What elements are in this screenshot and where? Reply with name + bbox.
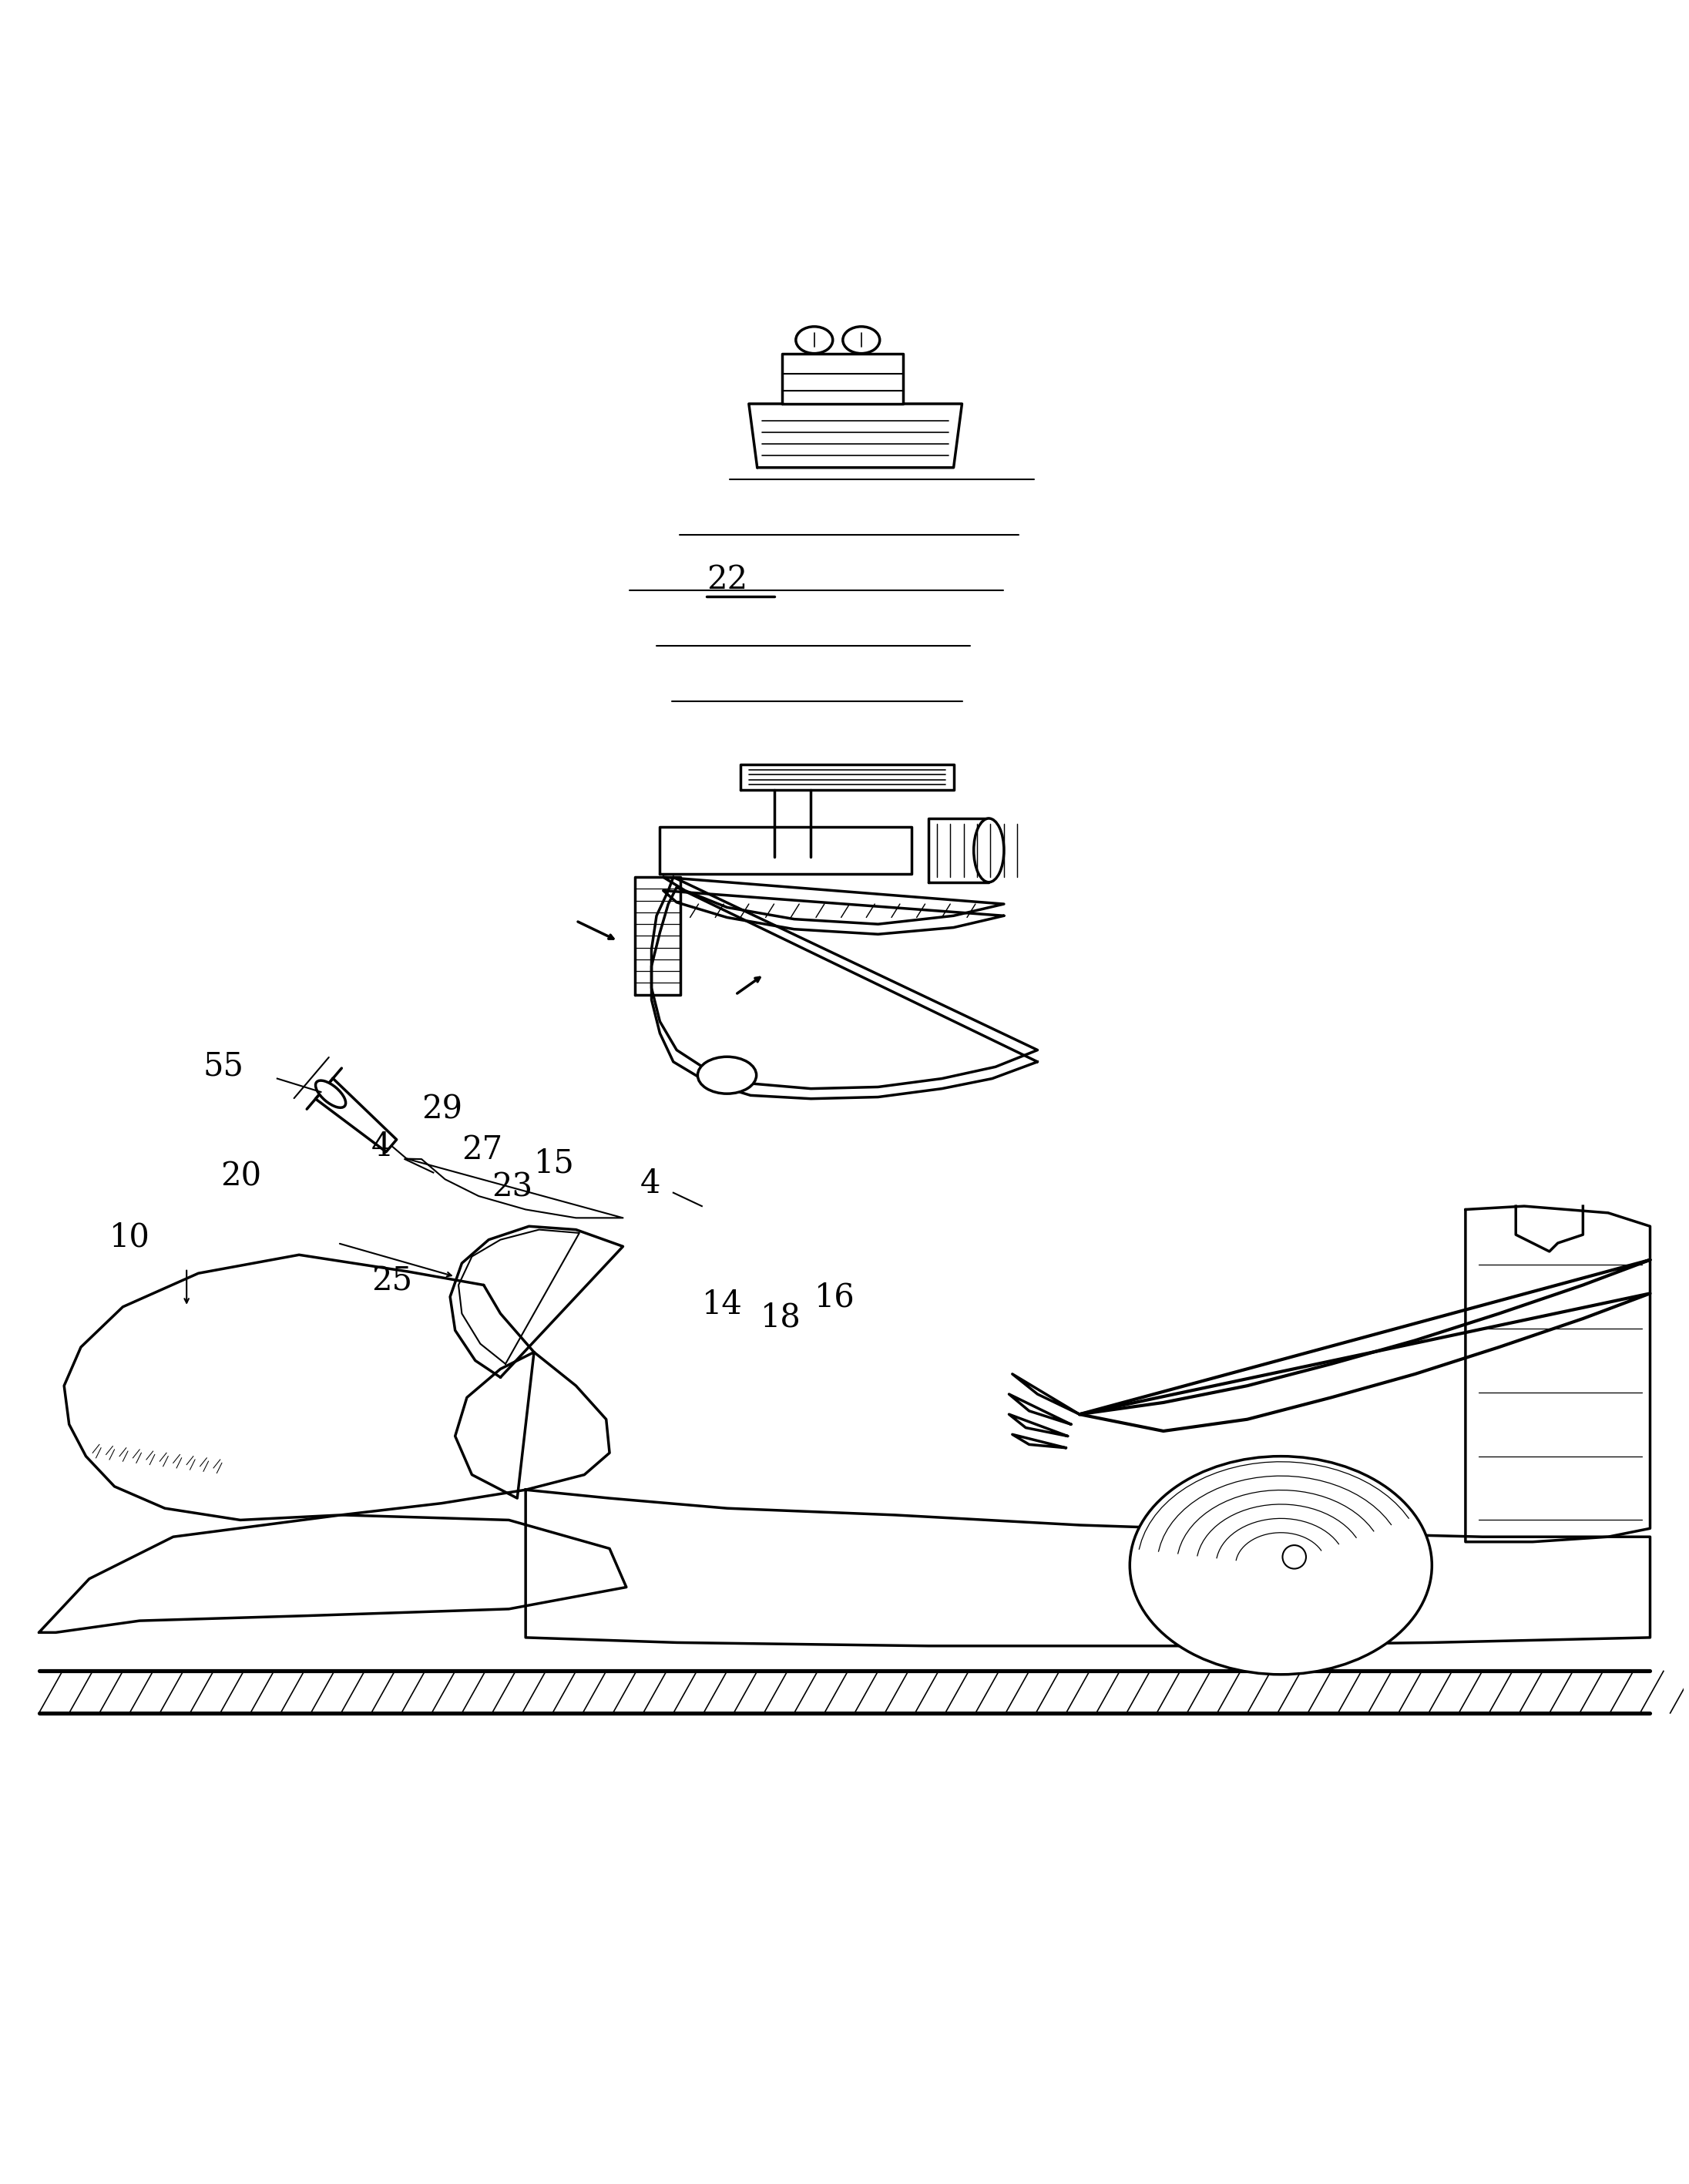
Polygon shape — [748, 404, 963, 467]
Text: 23: 23 — [491, 1171, 534, 1203]
Text: 22: 22 — [708, 563, 748, 596]
Polygon shape — [635, 878, 681, 994]
Text: 25: 25 — [372, 1265, 412, 1297]
Ellipse shape — [796, 328, 833, 354]
Polygon shape — [740, 764, 954, 791]
Polygon shape — [39, 1516, 627, 1631]
Text: 15: 15 — [534, 1147, 574, 1179]
Ellipse shape — [698, 1057, 757, 1094]
Text: 4: 4 — [640, 1166, 660, 1199]
Polygon shape — [316, 1079, 397, 1151]
Polygon shape — [782, 354, 904, 404]
Circle shape — [1282, 1546, 1306, 1568]
Text: 20: 20 — [220, 1160, 262, 1192]
Text: 4: 4 — [372, 1131, 392, 1162]
Text: 14: 14 — [703, 1289, 743, 1321]
Ellipse shape — [843, 328, 880, 354]
Ellipse shape — [1130, 1457, 1432, 1675]
Text: 27: 27 — [461, 1133, 503, 1166]
Ellipse shape — [316, 1081, 346, 1107]
Text: 29: 29 — [422, 1094, 463, 1125]
Polygon shape — [929, 819, 988, 882]
Text: 55: 55 — [203, 1051, 245, 1081]
Polygon shape — [64, 1256, 610, 1520]
Text: 16: 16 — [814, 1282, 855, 1315]
Text: 10: 10 — [110, 1221, 150, 1254]
Polygon shape — [1466, 1206, 1650, 1542]
Polygon shape — [660, 828, 912, 874]
Text: 18: 18 — [760, 1302, 801, 1334]
Ellipse shape — [975, 819, 1003, 882]
Polygon shape — [525, 1489, 1650, 1647]
